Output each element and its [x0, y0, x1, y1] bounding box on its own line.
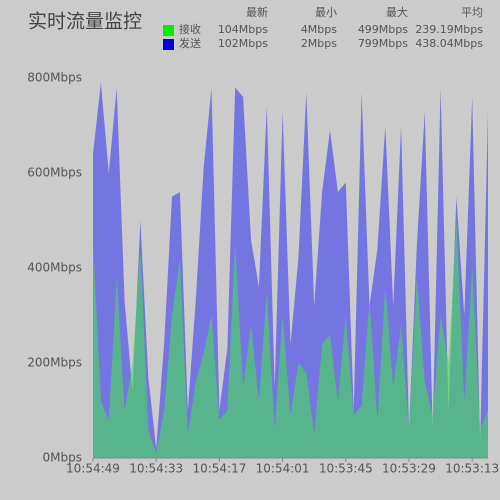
stats-header: 最大 [386, 5, 408, 19]
stats-header: 最小 [315, 6, 337, 19]
stats-value: 2Mbps [301, 37, 337, 50]
y-tick-label: 800Mbps [27, 71, 82, 85]
area [93, 221, 488, 458]
legend-label: 发送 [179, 36, 201, 50]
x-tick-label: 10:54:33 [129, 462, 183, 476]
stats-value: 499Mbps [358, 23, 408, 36]
y-tick-label: 0Mbps [43, 451, 82, 465]
stats-value: 799Mbps [358, 37, 408, 50]
chart-title: 实时流量监控 [28, 11, 142, 33]
y-tick-label: 600Mbps [27, 166, 82, 180]
stats-value: 239.19Mbps [415, 23, 483, 36]
y-tick-label: 400Mbps [27, 261, 82, 275]
x-tick-label: 10:54:17 [192, 462, 246, 476]
legend-label: 接收 [179, 22, 201, 36]
x-tick-label: 10:53:13 [445, 462, 499, 476]
legend-swatch [163, 39, 174, 50]
y-tick-label: 200Mbps [27, 356, 82, 370]
x-tick-label: 10:54:49 [66, 462, 120, 476]
stats-value: 438.04Mbps [415, 37, 483, 50]
stats-value: 104Mbps [218, 23, 268, 36]
x-tick-label: 10:53:29 [382, 462, 436, 476]
stats-value: 4Mbps [301, 23, 337, 36]
x-tick-label: 10:54:01 [256, 462, 310, 476]
x-tick-label: 10:53:45 [319, 462, 373, 476]
stats-value: 102Mbps [218, 37, 268, 50]
stats-header: 最新 [246, 5, 268, 19]
legend-swatch [163, 25, 174, 36]
stats-header: 平均 [461, 6, 483, 19]
